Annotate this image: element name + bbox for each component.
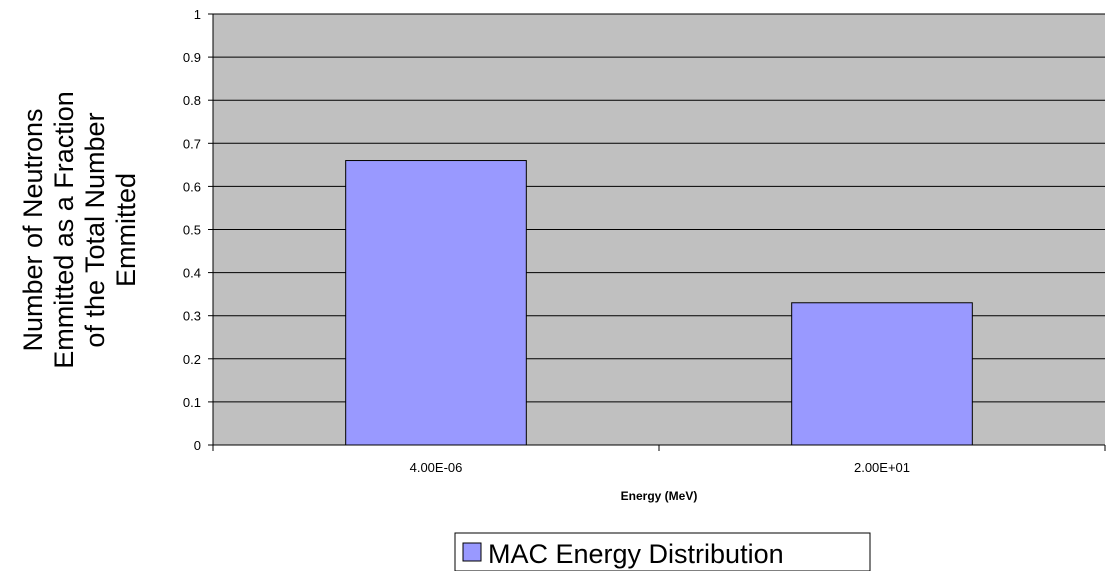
y-tick-label: 0.5 <box>183 223 201 238</box>
y-tick-label: 0.8 <box>183 93 201 108</box>
y-tick-label: 0.3 <box>183 309 201 324</box>
y-tick-label: 0.1 <box>183 395 201 410</box>
bar <box>345 160 527 446</box>
legend-box <box>454 532 871 571</box>
x-tick-label: 2.00E+01 <box>854 460 910 475</box>
y-tick-label: 0.9 <box>183 50 201 65</box>
x-axis-title: Energy (MeV) <box>621 489 698 503</box>
bar <box>791 302 973 446</box>
y-axis-title-line-3: of the Total Number <box>80 112 110 347</box>
y-axis-title-line-2: Emmitted as a Fraction <box>49 91 79 369</box>
x-tick-label: 4.00E-06 <box>410 460 463 475</box>
y-tick-label: 0.2 <box>183 352 201 367</box>
y-ticks: 0 0.1 0.2 0.3 0.4 0.5 0.6 0.7 0.8 0.9 1 <box>183 7 213 453</box>
legend: MAC Energy Distribution <box>454 532 871 571</box>
y-tick-label: 0 <box>194 438 201 453</box>
y-tick-label: 0.4 <box>183 266 201 281</box>
y-axis-title-line-1: Number of Neutrons <box>18 108 48 351</box>
y-axis-title: Number of Neutrons Emmitted as a Fractio… <box>18 91 141 369</box>
y-axis-title-line-4: Emmitted <box>111 173 141 287</box>
y-tick-label: 0.7 <box>183 136 201 151</box>
y-tick-label: 1 <box>194 7 201 22</box>
legend-swatch <box>462 542 482 562</box>
x-ticks: 4.00E-06 2.00E+01 <box>212 445 1106 475</box>
legend-label: MAC Energy Distribution <box>488 539 784 569</box>
bars <box>345 160 973 446</box>
y-tick-label: 0.6 <box>183 179 201 194</box>
